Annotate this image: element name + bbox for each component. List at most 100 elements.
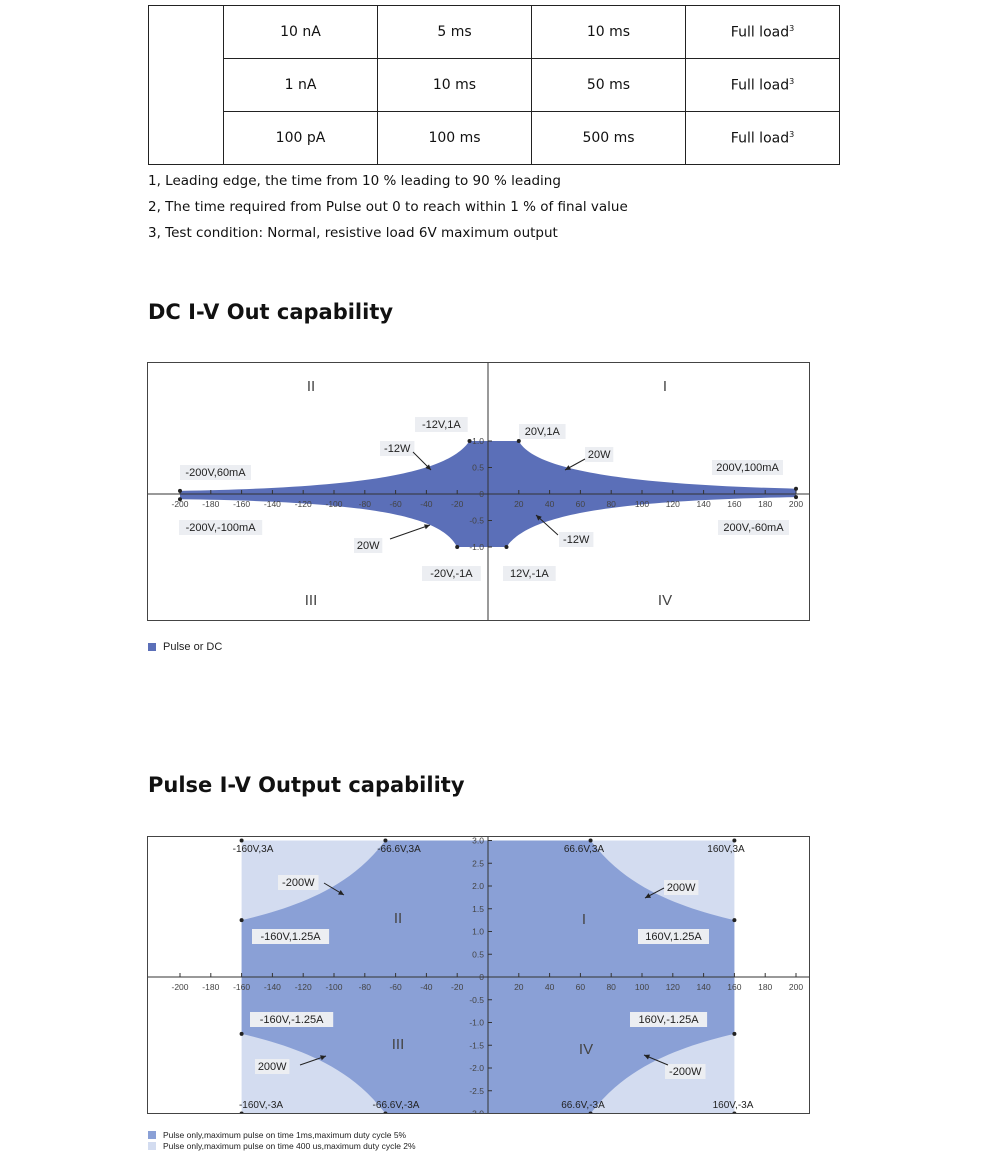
x-tick-label: 60 [576, 499, 586, 509]
annotation-label: 20W [357, 540, 380, 552]
annotation-label: -12W [384, 443, 411, 455]
y-tick-label: 3.0 [472, 837, 484, 846]
x-tick-label: 180 [758, 982, 772, 992]
x-tick-label: -180 [202, 982, 219, 992]
quadrant-label-i: I [582, 911, 586, 928]
x-tick-label: -60 [389, 499, 402, 509]
x-tick-label: -80 [359, 499, 372, 509]
corner-point [516, 439, 521, 443]
arrow-head [645, 893, 651, 898]
corner-label: -160V,3A [233, 844, 274, 855]
x-tick-label: -80 [359, 982, 372, 992]
annotation-label: -160V,1.25A [260, 931, 321, 943]
annotation-label-bg [250, 1012, 334, 1027]
annotation-label-bg [415, 417, 468, 432]
footnote: 2, The time required from Pulse out 0 to… [148, 199, 628, 215]
legend-item: Pulse or DC [148, 640, 223, 653]
quadrant-label-ii: II [307, 378, 315, 395]
x-tick-label: -120 [295, 499, 312, 509]
x-tick-label: -120 [295, 982, 312, 992]
corner-point [239, 1031, 244, 1036]
annotation-label-bg [278, 875, 319, 890]
y-tick-label: -1.5 [469, 1040, 484, 1050]
x-tick-label: 100 [635, 499, 649, 509]
x-tick-label: 160 [727, 982, 741, 992]
x-tick-label: 140 [697, 982, 711, 992]
annotation-label: -200W [282, 877, 315, 889]
quadrant-label-i: I [663, 378, 667, 395]
footnote: 3, Test condition: Normal, resistive loa… [148, 225, 558, 241]
footnotes: 1, Leading edge, the time from 10 % lead… [148, 168, 848, 246]
annotation-arrow [389, 524, 431, 540]
x-tick-label: -180 [202, 499, 219, 509]
quadrant-label-iv: IV [579, 1041, 593, 1058]
y-tick-label: 1.0 [472, 927, 484, 937]
corner-point [178, 497, 182, 502]
arrow-head [338, 889, 344, 895]
dc-legend: Pulse or DC [148, 640, 223, 653]
annotation-label-bg [665, 1064, 706, 1079]
x-tick-label: 80 [606, 499, 616, 509]
pulse-section-title: Pulse I-V Output capability [148, 773, 465, 797]
y-tick-label: -2.5 [469, 1086, 484, 1096]
table-cell-load: Full load3 [685, 58, 840, 112]
table-cell-range: 100 pA [223, 111, 378, 165]
annotation-label: -200V,60mA [185, 467, 246, 479]
corner-label: -160V,-3A [239, 1100, 283, 1111]
x-tick-label: -40 [420, 499, 433, 509]
x-tick-label: 120 [666, 499, 680, 509]
footnote-ref: 3 [789, 129, 795, 139]
x-tick-label: -200 [171, 499, 188, 509]
quadrant-label-iii: III [305, 592, 318, 609]
legend-label: Pulse only,maximum pulse on time 400 us,… [163, 1140, 416, 1151]
y-tick-label: -1.0 [469, 1018, 484, 1028]
table-cell-rise-time: 10 ms [377, 58, 532, 112]
y-tick-label: 1.5 [472, 904, 484, 914]
x-tick-label: 20 [514, 982, 524, 992]
x-tick-label: -40 [420, 982, 433, 992]
x-tick-label: -20 [451, 499, 464, 509]
corner-point [467, 439, 472, 443]
legend-item: Pulse only,maximum pulse on time 1ms,max… [148, 1129, 416, 1140]
load-label: Full load [730, 130, 790, 147]
spec-table: 10 nA 5 ms 10 ms Full load3 1 nA 10 ms 50 ms Fu… [148, 5, 840, 165]
quadrant-label-ii: II [394, 910, 402, 927]
y-tick-label: 0.5 [472, 463, 484, 473]
annotation-label: -200W [669, 1066, 702, 1078]
table-cell-load: Full load3 [685, 5, 840, 59]
annotation-label: 12V,-1A [510, 568, 549, 580]
quadrant-label-iv: IV [658, 592, 672, 609]
x-tick-label: 180 [758, 499, 772, 509]
x-tick-label: -160 [233, 499, 250, 509]
x-tick-label: -140 [264, 982, 281, 992]
x-tick-label: 40 [545, 499, 555, 509]
pulse-iv-chart-svg: -200 -180 -160 -140 -120 -100 -80 -60 -40 -20 20 40… [148, 837, 809, 1113]
corner-point [504, 545, 509, 549]
dc-section-title: DC I-V Out capability [148, 300, 394, 324]
annotation-label: 160V,-1.25A [638, 1014, 699, 1026]
corner-label: 160V,3A [707, 844, 745, 855]
annotation-label: 200W [258, 1061, 287, 1073]
table-cell-settle-time: 500 ms [531, 111, 686, 165]
corner-point [239, 838, 244, 843]
x-tick-label: 40 [545, 982, 555, 992]
table-row: 10 nA 5 ms 10 ms Full load3 [148, 5, 840, 165]
y-tick-label: 2.0 [472, 881, 484, 891]
x-tick-label: 20 [514, 499, 524, 509]
corner-label: 160V,-3A [713, 1100, 754, 1111]
annotation-label-bg [630, 1012, 708, 1027]
arrow-head [320, 1055, 326, 1061]
legend-swatch [148, 642, 156, 651]
y-tick-label: -1.0 [469, 542, 484, 552]
x-tick-label: 140 [697, 499, 711, 509]
corner-label: 66.6V,-3A [561, 1100, 605, 1111]
y-tick-label: 0 [479, 972, 484, 982]
annotation-label-bg [422, 566, 481, 581]
x-tick-label: -100 [325, 982, 342, 992]
legend-label: Pulse or DC [163, 640, 223, 653]
y-tick-label: 0 [479, 489, 484, 499]
table-cell-settle-time: 50 ms [531, 58, 686, 112]
corner-point [239, 1111, 244, 1113]
corner-point [178, 488, 182, 493]
table-cell-range: 1 nA [223, 58, 378, 112]
